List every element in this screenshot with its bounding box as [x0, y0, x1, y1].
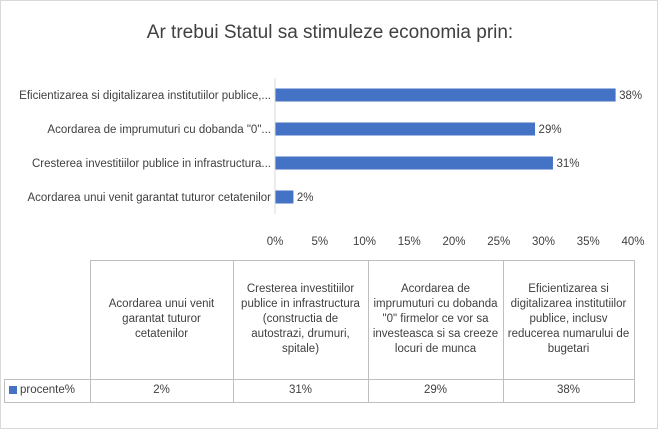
x-tick-label: 40% [621, 236, 644, 248]
data-table-cell: 38% [502, 378, 635, 403]
x-tick-label: 15% [398, 236, 421, 248]
data-table-cell: 2% [89, 378, 234, 403]
x-tick-label: 35% [577, 236, 600, 248]
category-label: Acordarea unui venit garantat tuturor ce… [27, 192, 271, 204]
x-tick-label: 20% [442, 236, 465, 248]
data-label: 2% [297, 192, 314, 204]
bar [275, 190, 294, 204]
data-label: 31% [556, 158, 579, 170]
bar-chart: Eficientizarea si digitalizarea institut… [19, 78, 645, 248]
legend-swatch [9, 385, 17, 394]
data-table-header: Acordarea de imprumuturi cu dobanda "0" … [367, 260, 504, 380]
chart-title: Ar trebui Statul sa stimuleze economia p… [146, 22, 514, 43]
category-label: Acordarea de imprumuturi cu dobanda "0".… [47, 124, 271, 136]
category-label: Eficientizarea si digitalizarea institut… [19, 90, 271, 102]
data-table-cell: 29% [367, 378, 504, 403]
bar [275, 156, 553, 170]
bar [275, 88, 616, 102]
x-tick-label: 25% [487, 236, 510, 248]
series-name: procente% [20, 384, 75, 396]
data-table-header: Eficientizarea si digitalizarea institut… [502, 260, 635, 380]
bar [275, 122, 536, 136]
x-tick-label: 30% [532, 236, 555, 248]
data-table-header: Cresterea investitiilor publice in infra… [232, 260, 369, 380]
x-tick-label: 5% [311, 236, 328, 248]
x-tick-label: 0% [267, 236, 284, 248]
data-table: Acordarea unui venit garantat tuturor ce… [4, 260, 635, 403]
data-table-series-label: procente% [4, 378, 91, 403]
category-label: Cresterea investitiilor publice in infra… [32, 158, 271, 170]
data-table-corner [4, 260, 91, 380]
data-table-header: Acordarea unui venit garantat tuturor ce… [89, 260, 234, 380]
data-table-cell: 31% [232, 378, 369, 403]
data-label: 29% [539, 124, 562, 136]
x-tick-label: 10% [353, 236, 376, 248]
data-label: 38% [619, 90, 642, 102]
